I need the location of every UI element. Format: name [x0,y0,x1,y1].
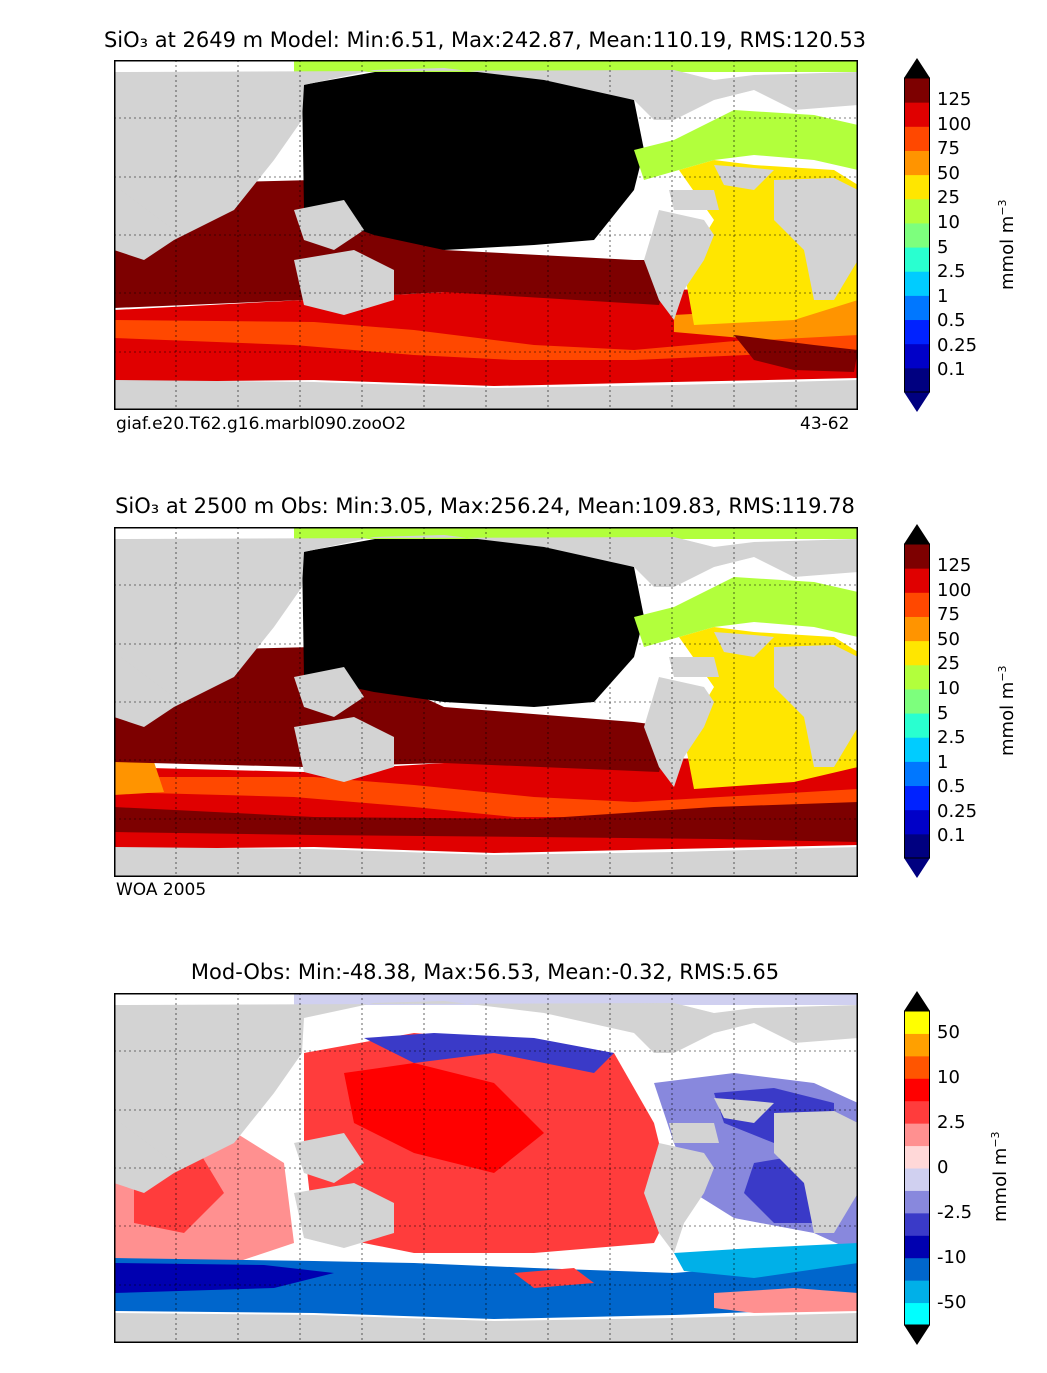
obs-colorbar-canvas [904,524,930,878]
colorbar-swatch [904,640,930,666]
colorbar-swatch [904,737,930,762]
obs-map-canvas [114,527,858,877]
diff-map [114,993,858,1343]
model-run-caption: giaf.e20.T62.g16.marbl090.zooO2 [116,414,407,434]
colorbar-swatch [904,343,930,369]
colorbar-swatch [904,222,930,248]
model-cbar-tick: 50 [937,163,960,184]
model-cbar-tick: 75 [937,138,960,159]
obs-title-text: SiO₃ at 2500 m Obs: Min:3.05, Max:256.24… [115,494,855,518]
colorbar-swatch [904,198,930,224]
diff-map-canvas [114,993,858,1343]
colorbar-swatch [904,1280,930,1304]
diff-cbar-tick: -2.5 [937,1202,973,1223]
colorbar-swatch [904,616,930,642]
colorbar-swatch [904,150,930,176]
diff-colorbar [904,991,930,1345]
colorbar-swatch [904,174,930,200]
model-map [114,60,858,410]
obs-cbar-tick: 10 [937,678,960,699]
obs-cbar-tick: 25 [937,653,960,674]
colorbar-swatch [904,592,930,617]
colorbar-swatch [904,1123,930,1147]
obs-cbar-tick: 1 [937,752,949,773]
colorbar-swatch [904,1011,930,1034]
obs-cbar-tick: 2.5 [937,727,966,748]
obs-cbar-tick: 75 [937,604,960,625]
model-cbar-tick: 25 [937,187,960,208]
colorbar-swatch [904,1235,930,1259]
colorbar-swatch [904,833,930,859]
colorbar-swatch [904,568,930,593]
colorbar-swatch [904,1078,930,1102]
model-title-text: SiO₃ at 2649 m Model: Min:6.51, Max:242.… [103,28,867,52]
model-cbar-tick: 1 [937,286,949,307]
obs-source-caption: WOA 2005 [116,880,207,900]
model-years-caption: 43-62 [800,414,850,434]
colorbar-swatch [904,367,930,393]
obs-cbar-tick: 0.5 [937,776,966,797]
model-colorbar-canvas [904,58,930,412]
diff-cbar-tick: 0 [937,1157,949,1178]
diff-cbar-tick: 50 [937,1022,960,1043]
obs-cbar-tick: 5 [937,703,949,724]
colorbar-swatch [904,1257,930,1281]
model-panel-title: SiO₃ at 2649 m Model: Min:6.51, Max:242.… [0,28,970,52]
colorbar-swatch [904,271,930,296]
colorbar-swatch [904,1168,930,1191]
obs-cbar-tick: 125 [937,555,972,576]
colorbar-swatch [904,761,930,787]
model-cbar-tick: 10 [937,212,960,233]
diff-title-text: Mod-Obs: Min:-48.38, Max:56.53, Mean:-0.… [190,960,780,984]
colorbar-swatch [904,1033,930,1057]
obs-cbar-tick: 0.25 [937,801,978,822]
diff-panel-title: Mod-Obs: Min:-48.38, Max:56.53, Mean:-0.… [0,960,970,984]
colorbar-swatch [904,247,930,272]
colorbar-swatch [904,1212,930,1236]
diff-cbar-tick: -10 [937,1247,967,1268]
colorbar-swatch [904,319,930,345]
colorbar-swatch [904,102,930,127]
obs-map [114,527,858,877]
colorbar-swatch [904,1100,930,1124]
obs-cbar-tick: 100 [937,580,972,601]
colorbar-swatch [904,1055,930,1079]
diff-cbar-unit: mmol m−3 [989,1131,1011,1222]
colorbar-swatch [904,544,930,569]
model-cbar-tick: 0.1 [937,359,966,380]
colorbar-swatch [904,1190,930,1214]
obs-cbar-tick: 50 [937,629,960,650]
diff-colorbar-canvas [904,991,930,1345]
colorbar-swatch [904,809,930,835]
colorbar-swatch [904,688,930,714]
diff-cbar-tick: 2.5 [937,1112,966,1133]
model-cbar-tick: 0.5 [937,310,966,331]
colorbar-swatch [904,1145,930,1169]
model-map-canvas [114,60,858,410]
colorbar-swatch [904,785,930,811]
model-cbar-tick: 2.5 [937,261,966,282]
model-colorbar [904,58,930,412]
obs-cbar-tick: 0.1 [937,825,966,846]
colorbar-swatch [904,126,930,151]
diff-cbar-tick: -50 [937,1292,967,1313]
colorbar-swatch [904,1302,930,1326]
model-cbar-tick: 100 [937,114,972,135]
model-cbar-tick: 125 [937,89,972,110]
colorbar-swatch [904,295,930,321]
model-cbar-tick: 5 [937,237,949,258]
colorbar-swatch [904,78,930,103]
obs-colorbar [904,524,930,878]
colorbar-swatch [904,713,930,738]
colorbar-swatch [904,664,930,690]
model-cbar-tick: 0.25 [937,335,978,356]
diff-cbar-tick: 10 [937,1067,960,1088]
obs-cbar-unit: mmol m−3 [996,665,1018,756]
model-cbar-unit: mmol m−3 [996,199,1018,290]
obs-panel-title: SiO₃ at 2500 m Obs: Min:3.05, Max:256.24… [0,494,970,518]
